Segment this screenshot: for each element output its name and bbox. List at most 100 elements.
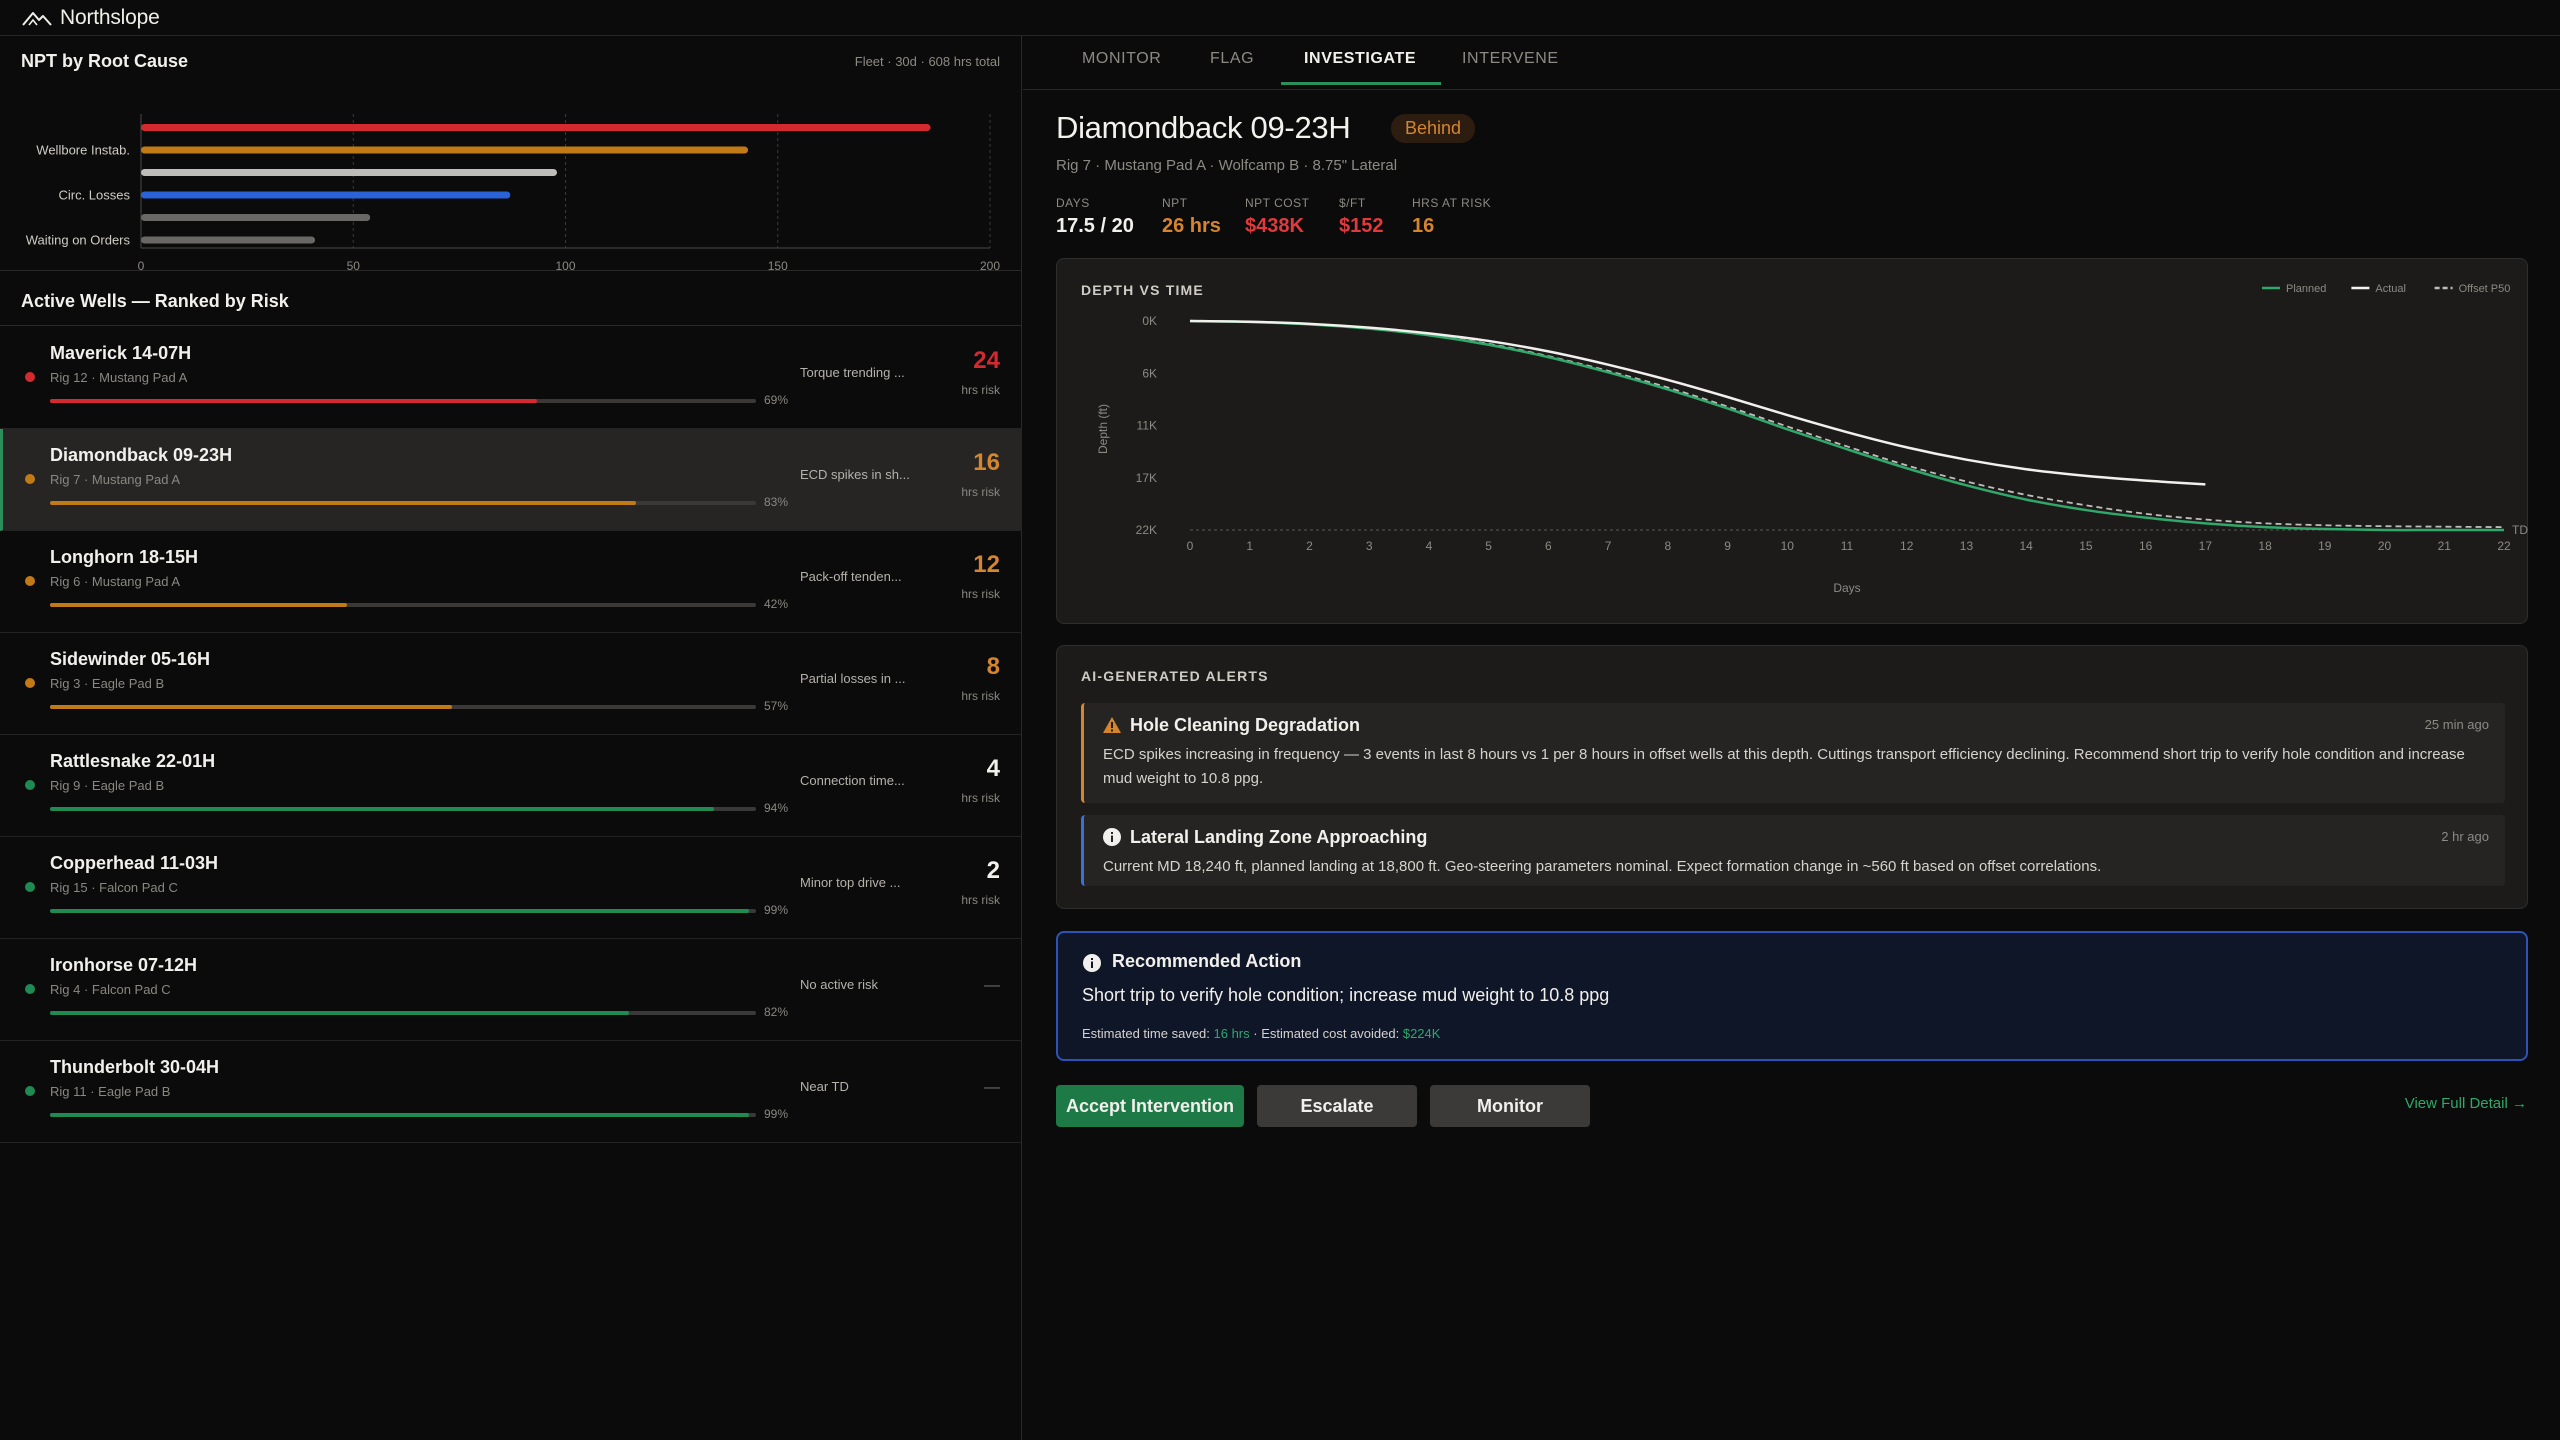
well-name: Maverick 14-07H xyxy=(50,343,192,363)
kpi-value: 17.5 / 20 xyxy=(1056,215,1134,237)
tab-flag[interactable]: FLAG xyxy=(1210,50,1255,67)
x-tick-label: 5 xyxy=(1485,539,1492,553)
chart-title: DEPTH VS TIME xyxy=(1081,282,1204,298)
npt-bar xyxy=(141,191,511,199)
y-tick-label: 6K xyxy=(1142,366,1157,380)
well-location: Rig 4 · Falcon Pad C xyxy=(50,982,171,997)
tab-monitor[interactable]: MONITOR xyxy=(1082,50,1162,67)
well-location: Rig 3 · Eagle Pad B xyxy=(50,676,165,691)
risk-dot xyxy=(25,576,35,586)
well-row[interactable]: Diamondback 09-23H Rig 7 · Mustang Pad A 8… xyxy=(0,429,1022,531)
risk-value: 24 xyxy=(973,347,1000,374)
info-icon xyxy=(1103,828,1121,846)
depth-vs-time-card: DEPTH VS TIME Planned Actual Offset P50 0K 6K… xyxy=(1056,258,2528,624)
risk-label: hrs risk xyxy=(961,791,1000,805)
x-tick-label: 8 xyxy=(1664,539,1671,553)
risk-value: 12 xyxy=(973,551,1000,578)
alert-body: Current MD 18,240 ft, planned landing at… xyxy=(1103,858,2102,875)
kpi-label: $/FT xyxy=(1339,196,1366,210)
alert-landing-zone[interactable]: Lateral Landing Zone Approaching 2 hr ag… xyxy=(1081,815,2505,886)
risk-label: hrs risk xyxy=(961,587,1000,601)
x-tick-label: 50 xyxy=(347,259,361,271)
risk-label: hrs risk xyxy=(961,893,1000,907)
y-tick-label: 17K xyxy=(1136,471,1157,485)
well-row[interactable]: Copperhead 11-03H Rig 15 · Falcon Pad C 99… xyxy=(0,837,1022,939)
kpi-days: DAYS 17.5 / 20 xyxy=(1056,196,1134,238)
risk-value: 8 xyxy=(986,653,1000,680)
kpi-label: HRS AT RISK xyxy=(1412,196,1492,210)
cost-avoided-label: Estimated cost avoided: xyxy=(1261,1026,1403,1041)
well-location: Rig 9 · Eagle Pad B xyxy=(50,778,165,793)
well-name: Sidewinder 05-16H xyxy=(50,649,211,669)
x-tick-label: 14 xyxy=(2020,539,2034,553)
alert-title: Lateral Landing Zone Approaching xyxy=(1130,827,1428,847)
x-tick-label: 22 xyxy=(2497,539,2511,553)
x-tick-label: 4 xyxy=(1426,539,1433,553)
well-row[interactable]: Ironhorse 07-12H Rig 4 · Falcon Pad C 82% N… xyxy=(0,939,1022,1041)
category-label: Wellbore Instab. xyxy=(36,143,130,158)
kpi-label: NPT COST xyxy=(1245,196,1310,210)
progress-fill xyxy=(50,807,714,811)
x-tick-label: 6 xyxy=(1545,539,1552,553)
accept-intervention-button[interactable]: Accept Intervention xyxy=(1056,1085,1244,1127)
risk-note: Near TD xyxy=(800,1079,849,1094)
npt-meta: Fleet · 30d · 608 hrs total xyxy=(854,54,1000,69)
x-tick-label: 12 xyxy=(1900,539,1914,553)
tab-intervene[interactable]: INTERVENE xyxy=(1462,50,1559,67)
x-tick-label: 9 xyxy=(1724,539,1731,553)
recommended-action-card: Recommended Action Short trip to verify … xyxy=(1056,931,2528,1061)
y-tick-label: 22K xyxy=(1136,523,1157,537)
well-row[interactable]: Sidewinder 05-16H Rig 3 · Eagle Pad B 57% P… xyxy=(0,633,1022,735)
risk-label: hrs risk xyxy=(961,383,1000,397)
brand-logo[interactable]: Northslope xyxy=(22,6,160,30)
monitor-button[interactable]: Monitor xyxy=(1430,1085,1590,1127)
well-row[interactable]: Rattlesnake 22-01H Rig 9 · Eagle Pad B 94%… xyxy=(0,735,1022,837)
risk-note: Pack-off tenden... xyxy=(800,569,902,584)
escalate-button[interactable]: Escalate xyxy=(1257,1085,1417,1127)
alert-title: Hole Cleaning Degradation xyxy=(1130,715,1361,735)
npt-bar xyxy=(141,124,931,131)
right-panel: MONITOR FLAG INVESTIGATE INTERVENE Diamo… xyxy=(1023,36,2560,1440)
x-tick-label: 150 xyxy=(768,259,788,271)
risk-label: hrs risk xyxy=(961,485,1000,499)
alert-time: 25 min ago xyxy=(2424,717,2489,732)
risk-note: Torque trending ... xyxy=(800,365,905,380)
well-location: Rig 11 · Eagle Pad B xyxy=(50,1084,171,1099)
npt-bar-chart: 0 50 100 150 200 Wellbore Instab. Circ. Losses… xyxy=(26,114,1000,271)
td-label: TD xyxy=(2512,523,2528,537)
kpi-cost-per-ft: $/FT $152 xyxy=(1339,196,1384,238)
view-full-detail-link[interactable]: View Full Detail → xyxy=(2405,1095,2527,1112)
y-tick-label: 11K xyxy=(1137,419,1157,433)
progress-track xyxy=(50,501,756,505)
series-line-actual xyxy=(1189,319,2206,486)
risk-dot xyxy=(25,474,35,484)
npt-bar xyxy=(141,169,558,176)
risk-label: hrs risk xyxy=(961,689,1000,703)
category-label: Waiting on Orders xyxy=(26,233,131,248)
x-tick-label: 17 xyxy=(2199,539,2213,553)
progress-fill xyxy=(50,603,347,607)
progress-track xyxy=(50,1113,756,1117)
progress-percent: 42% xyxy=(764,597,789,611)
wells-list: Maverick 14-07H Rig 12 · Mustang Pad A 69%… xyxy=(0,327,1022,1143)
kpi-label: DAYS xyxy=(1056,196,1090,210)
well-row[interactable]: Maverick 14-07H Rig 12 · Mustang Pad A 69%… xyxy=(0,327,1022,429)
kpi-npt: NPT 26 hrs xyxy=(1162,196,1221,238)
progress-percent: 99% xyxy=(764,903,789,917)
well-row[interactable]: Thunderbolt 30-04H Rig 11 · Eagle Pad B 99… xyxy=(0,1041,1022,1143)
x-tick-label: 2 xyxy=(1306,539,1313,553)
npt-title: NPT by Root Cause xyxy=(21,51,189,71)
progress-fill xyxy=(50,909,749,913)
risk-dot xyxy=(25,882,35,892)
x-tick-label: 21 xyxy=(2438,539,2452,553)
progress-percent: 69% xyxy=(764,393,789,407)
well-row[interactable]: Longhorn 18-15H Rig 6 · Mustang Pad A 42% P… xyxy=(0,531,1022,633)
tab-investigate[interactable]: INVESTIGATE xyxy=(1281,50,1442,85)
x-tick-label: 19 xyxy=(2318,539,2332,553)
risk-note: No active risk xyxy=(800,977,879,992)
recommendation-text: Short trip to verify hole condition; inc… xyxy=(1082,985,1610,1005)
tab-bar: MONITOR FLAG INVESTIGATE INTERVENE xyxy=(1023,36,2560,90)
progress-track xyxy=(50,807,756,811)
alert-hole-cleaning[interactable]: Hole Cleaning Degradation 25 min ago ECD… xyxy=(1081,703,2505,803)
x-tick-label: 16 xyxy=(2139,539,2153,553)
